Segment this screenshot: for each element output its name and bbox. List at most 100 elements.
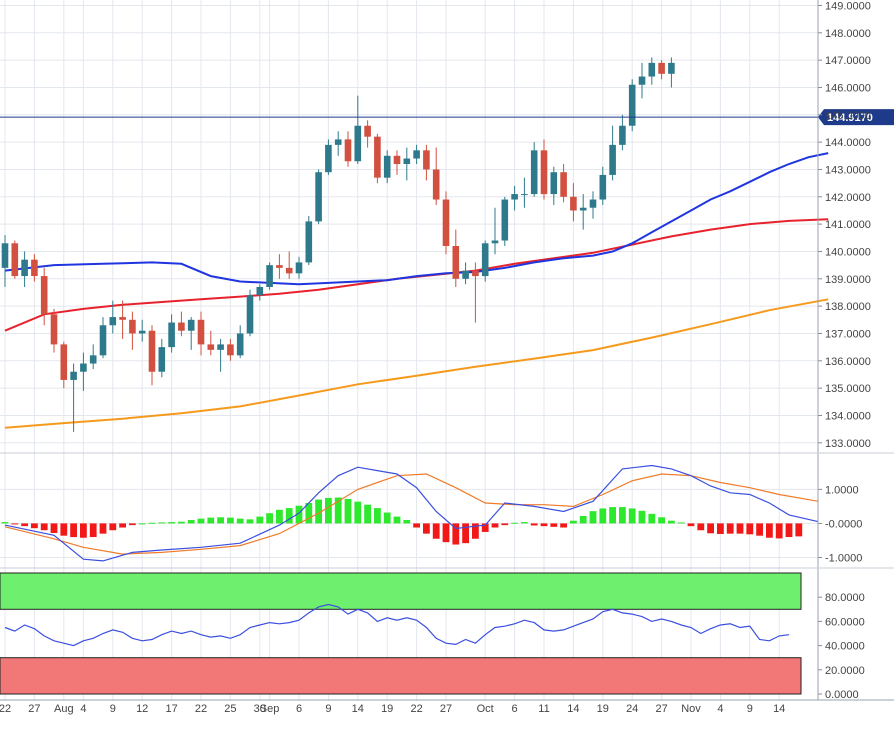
- date-tick-label: Nov: [681, 703, 701, 715]
- rsi-overbought-zone: [0, 572, 802, 610]
- macd-histogram-bar-positive: [315, 499, 322, 524]
- date-tick-label: Aug: [54, 703, 74, 715]
- macd-histogram-bar-negative: [687, 523, 695, 527]
- macd-tick-label: -1.0000: [825, 552, 862, 564]
- macd-histogram-bar-positive: [158, 522, 166, 524]
- macd-histogram-bar-positive: [207, 517, 215, 524]
- price-tick-label: 144.0000: [825, 137, 871, 149]
- macd-histogram-bar-negative: [432, 523, 440, 539]
- macd-histogram-bar-positive: [227, 517, 234, 524]
- ma-slow-line: [4, 298, 829, 429]
- candle-bullish: [648, 62, 656, 77]
- candle-bearish: [129, 319, 136, 334]
- current-price-line: 144.9170: [0, 109, 894, 126]
- candle-bearish: [393, 155, 401, 164]
- candle-bearish: [31, 259, 38, 277]
- macd-histogram-bar-positive: [256, 516, 264, 524]
- macd-histogram-bar-positive: [276, 509, 283, 524]
- rsi-tick-label: 0.0000: [825, 689, 859, 701]
- date-tick-label: Oct: [477, 703, 494, 715]
- date-tick-label: 4: [80, 703, 86, 715]
- macd-histogram-bar-positive: [354, 501, 362, 524]
- date-tick-label: 19: [597, 703, 609, 715]
- macd-histogram-bar-positive: [677, 522, 685, 524]
- macd-histogram-bar-negative: [530, 523, 538, 526]
- macd-histogram-bar-positive: [393, 516, 401, 524]
- macd-histogram-bar-positive: [589, 511, 597, 524]
- macd-histogram-bar-negative: [129, 523, 136, 526]
- macd-histogram-bar-negative: [11, 523, 19, 525]
- candle-bullish: [413, 150, 420, 159]
- price-tick-label: 134.0000: [825, 410, 871, 422]
- macd-histogram-bar-negative: [462, 523, 469, 544]
- macd-histogram-bar-negative: [89, 523, 97, 538]
- macd-histogram-bar-negative: [472, 523, 479, 539]
- candle-bullish: [158, 347, 166, 372]
- date-tick-label: 6: [512, 703, 518, 715]
- macd-histogram-bar-positive: [325, 497, 332, 524]
- panel-borders: [0, 0, 894, 701]
- macd-histogram-bar-positive: [295, 505, 303, 524]
- price-tick-label: 145.0000: [825, 110, 871, 122]
- candle-bullish: [315, 172, 322, 222]
- macd-histogram-bar-negative: [31, 523, 38, 529]
- rsi-oversold-zone: [0, 657, 802, 695]
- date-tick-label: 22: [195, 703, 207, 715]
- candle-bullish: [501, 199, 509, 241]
- date-tick-label: 17: [165, 703, 177, 715]
- macd-histogram-bar-positive: [579, 515, 587, 524]
- macd-histogram-bar-positive: [668, 520, 675, 524]
- macd-tick-label: -0.0000: [825, 518, 862, 530]
- macd-histogram-bar-negative: [21, 523, 28, 527]
- macd-histogram-bar-positive: [148, 522, 156, 524]
- macd-histogram-bar-negative: [119, 523, 126, 528]
- candle-bearish: [40, 276, 48, 315]
- rsi-tick-label: 20.0000: [825, 665, 865, 677]
- macd-histogram-bar-positive: [383, 512, 391, 524]
- candle-bullish: [628, 84, 636, 126]
- candle-bullish: [383, 155, 391, 178]
- macd-histogram-bar-positive: [1, 522, 9, 524]
- candle-bullish: [521, 194, 528, 196]
- macd-histogram-bar-negative: [775, 523, 783, 539]
- candle-bullish: [187, 319, 195, 331]
- date-tick-label: 19: [381, 703, 393, 715]
- macd-histogram-bar-positive: [638, 510, 646, 524]
- date-tick-label: 11: [538, 703, 549, 715]
- macd-histogram-bar-negative: [50, 523, 58, 533]
- date-tick-label: 9: [325, 703, 331, 715]
- macd-histogram-bar-negative: [423, 523, 430, 534]
- candle-bearish: [148, 330, 156, 372]
- candle-bullish: [579, 207, 587, 211]
- date-tick-label: 9: [110, 703, 116, 715]
- macd-histogram-bar-negative: [697, 523, 705, 531]
- date-tick-label: 22: [410, 703, 422, 715]
- candle-bullish: [599, 174, 607, 200]
- macd-histogram-bar-negative: [785, 523, 793, 538]
- macd-histogram-bar-positive: [619, 507, 626, 524]
- candle-bullish: [403, 158, 411, 164]
- current-price-label: 144.9170: [827, 112, 873, 124]
- candle-bearish: [60, 344, 68, 380]
- macd-histogram-bar-positive: [374, 508, 381, 524]
- candle-bearish: [344, 139, 352, 162]
- macd-histogram-bar-positive: [609, 507, 616, 524]
- candle-bullish: [619, 125, 626, 145]
- macd-histogram-bar-positive: [599, 508, 607, 524]
- candle-bearish: [374, 136, 381, 178]
- date-tick-label: 30: [254, 703, 266, 715]
- date-tick-label: 22: [0, 703, 11, 715]
- candle-bullish: [305, 221, 313, 263]
- macd-histogram-bar-positive: [197, 518, 205, 524]
- macd-histogram-bar-positive: [334, 497, 342, 524]
- candle-bullish: [217, 344, 224, 350]
- candle-bearish: [178, 322, 185, 331]
- macd-histogram-bar-negative: [756, 523, 763, 536]
- candle-bullish: [109, 317, 117, 326]
- candle-bearish: [119, 317, 126, 320]
- price-tick-label: 138.0000: [825, 301, 871, 313]
- current-price-badge: [818, 109, 894, 126]
- candle-bearish: [658, 62, 665, 74]
- date-tick-label: 14: [352, 703, 364, 715]
